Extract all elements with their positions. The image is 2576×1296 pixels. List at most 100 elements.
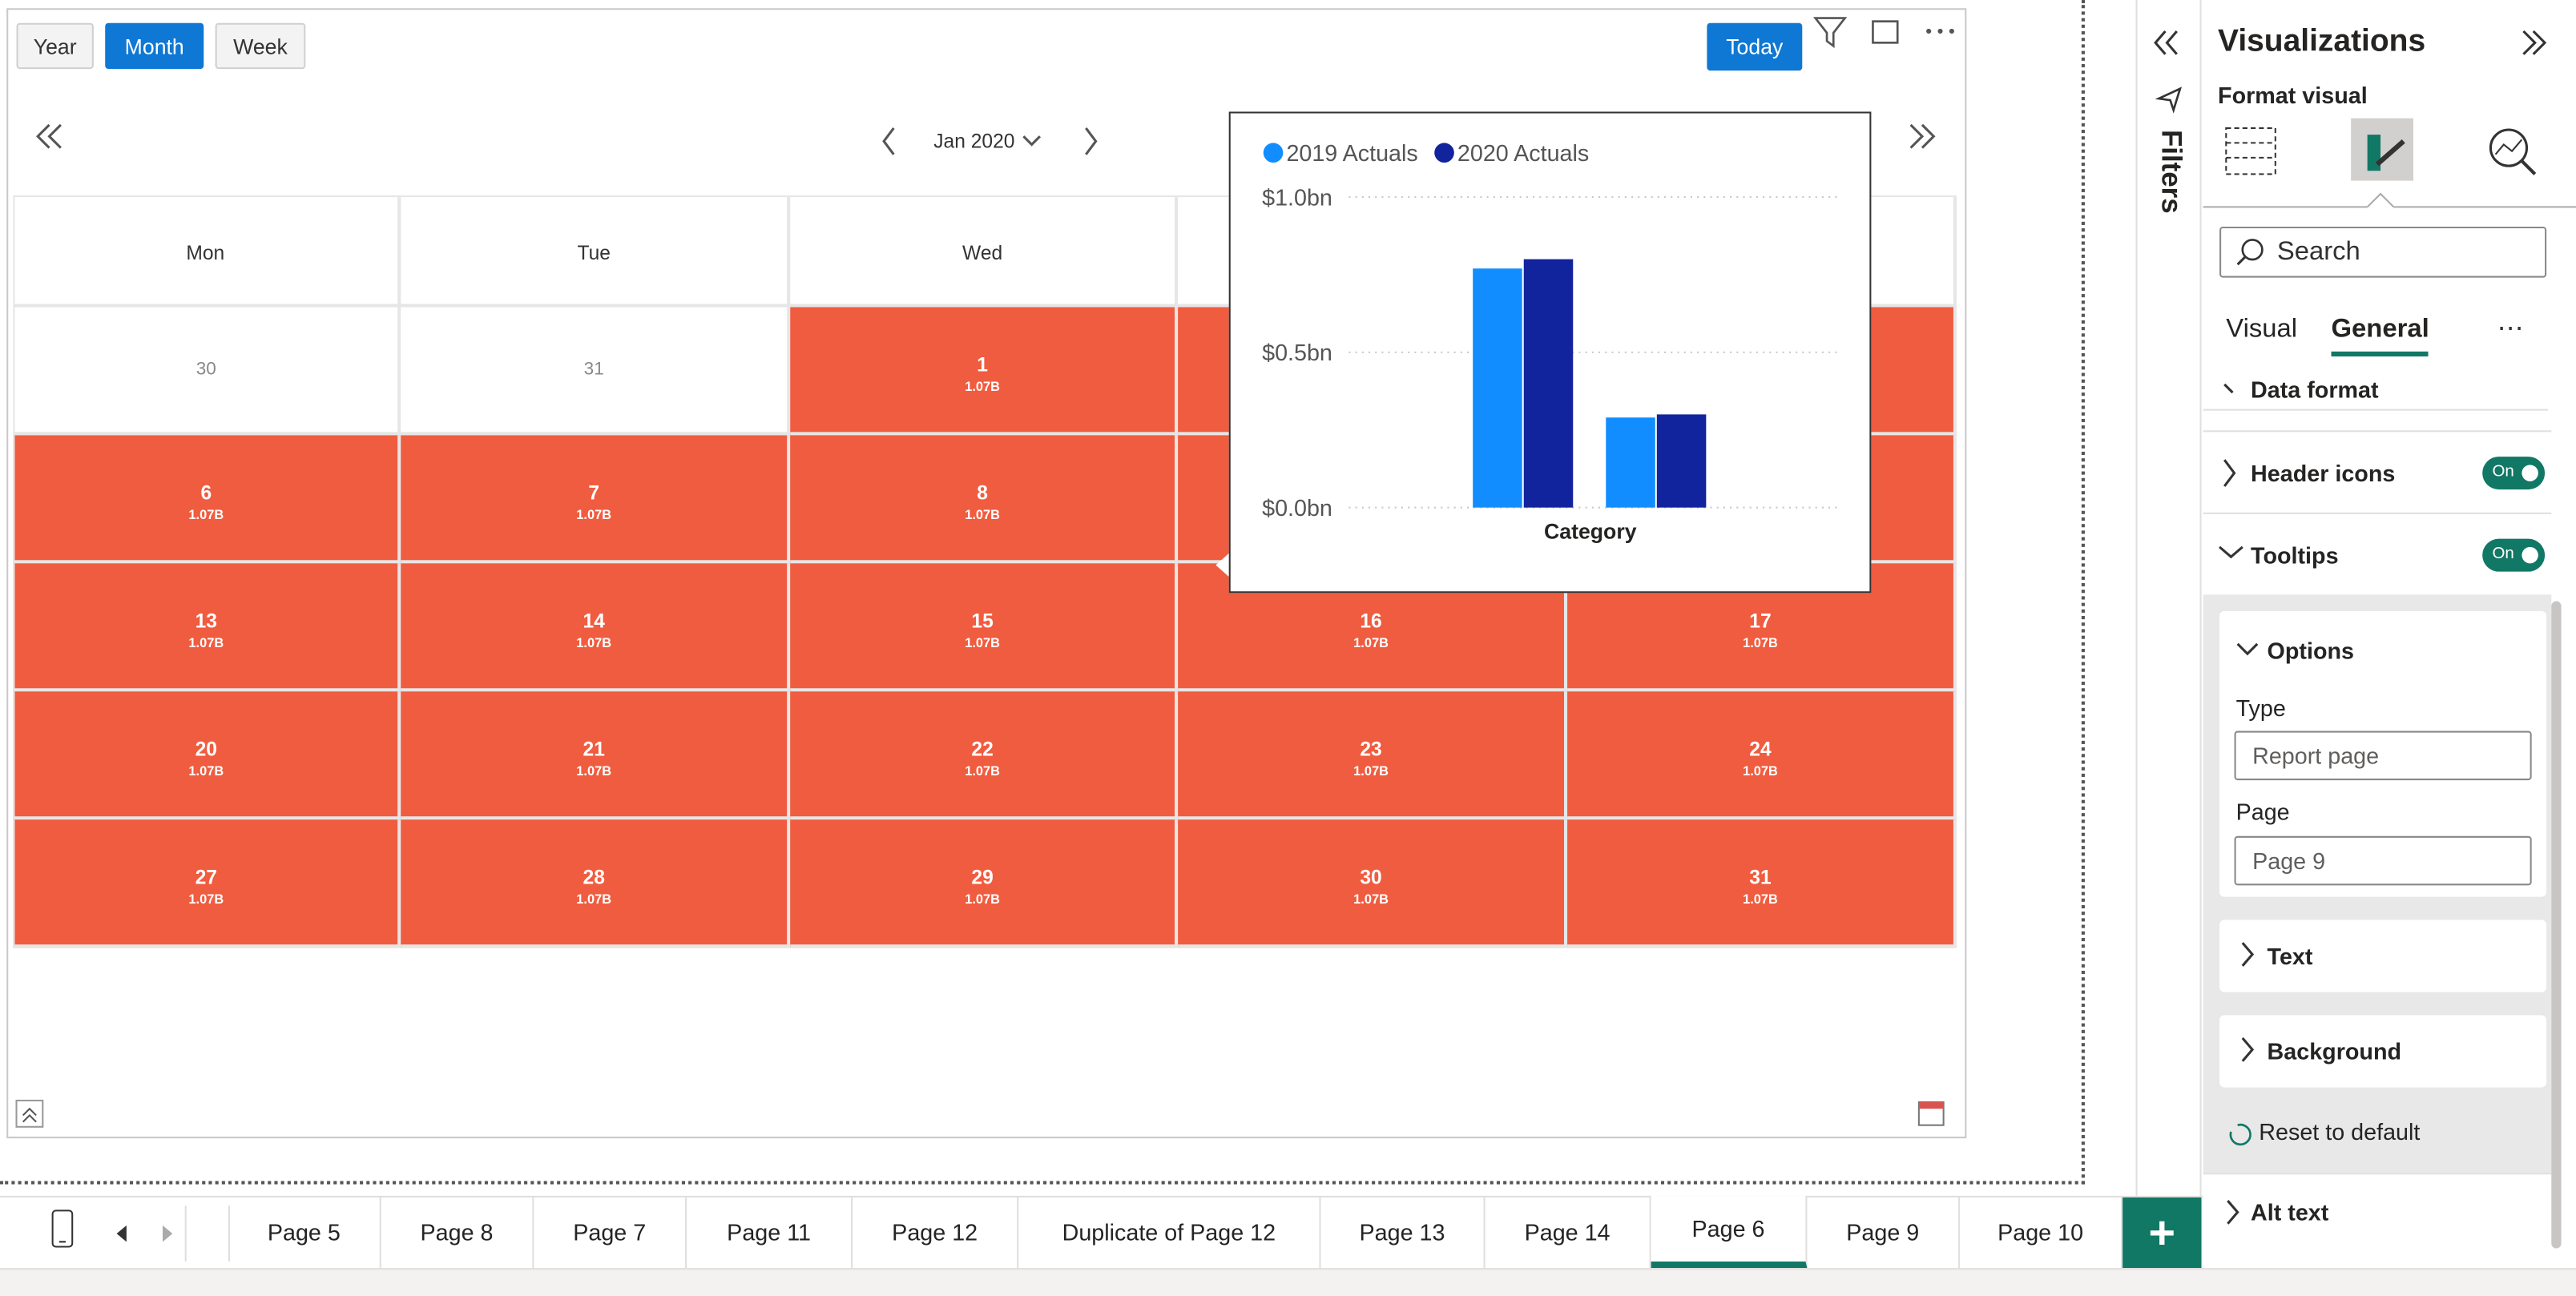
day-cell[interactable]: 21 1.07B	[401, 691, 791, 820]
general-tab[interactable]: General	[2331, 315, 2429, 344]
collapse-pane[interactable]	[2517, 26, 2550, 59]
day-cell[interactable]: 30	[13, 307, 401, 436]
filters-icons[interactable]	[2149, 23, 2191, 122]
day-value: 1.07B	[188, 763, 224, 779]
page-tab[interactable]: Page 7	[534, 1195, 687, 1269]
search-icon	[2236, 239, 2264, 266]
day-number: 8	[977, 481, 988, 505]
data-format-label[interactable]: Data format	[2251, 376, 2379, 403]
visual-tab[interactable]: Visual	[2226, 315, 2298, 344]
type-dropdown[interactable]	[2234, 731, 2532, 781]
format-icons[interactable]	[2203, 115, 2576, 211]
y-tick-label: $0.0bn	[1262, 496, 1332, 521]
text-card[interactable]	[2219, 920, 2547, 992]
day-value: 1.07B	[965, 379, 1001, 395]
weekday-header: Mon	[13, 197, 401, 308]
page-tab[interactable]: Page 11	[687, 1195, 853, 1269]
navigation-arrows[interactable]	[0, 115, 1965, 165]
scrollbar[interactable]	[2551, 601, 2562, 1249]
footer-icons[interactable]	[13, 1097, 1961, 1133]
month-button[interactable]: Month	[105, 22, 204, 70]
day-number: 14	[583, 609, 605, 633]
day-cell[interactable]: 30 1.07B	[1178, 819, 1568, 948]
calendar-header-row	[13, 195, 1957, 308]
day-cell[interactable]: 20 1.07B	[13, 691, 401, 820]
day-cell[interactable]: 27 1.07B	[13, 819, 401, 948]
header-icons-label[interactable]: Header icons	[2251, 460, 2396, 487]
pane-subtitle: Format visual	[2218, 82, 2368, 109]
add-page[interactable]: +	[2122, 1197, 2202, 1269]
options-label[interactable]: Options	[2267, 637, 2354, 664]
legend-marker	[1434, 143, 1454, 163]
alt-text-label[interactable]: Alt text	[2251, 1199, 2329, 1226]
day-cell[interactable]: 23 1.07B	[1178, 691, 1568, 820]
weekday-header: Tue	[401, 197, 791, 308]
day-value: 1.07B	[965, 507, 1001, 523]
page-tab[interactable]: Page 13	[1321, 1195, 1486, 1269]
day-cell[interactable]: 13 1.07B	[13, 563, 401, 692]
page-tab[interactable]: Page 5	[228, 1195, 381, 1269]
more-options[interactable]: ⋯	[2497, 315, 2524, 344]
search-box[interactable]	[2219, 226, 2547, 278]
options-card	[2219, 610, 2547, 897]
page-tab[interactable]: Page 12	[853, 1195, 1019, 1269]
text-label[interactable]: Text	[2267, 943, 2313, 969]
search-placeholder: Search	[2276, 238, 2360, 267]
page-tab[interactable]: Duplicate of Page 12	[1018, 1195, 1321, 1269]
day-value: 1.07B	[965, 635, 1001, 651]
data-format-row[interactable]	[2203, 371, 2549, 411]
day-value: 1.07B	[1743, 892, 1778, 907]
day-value: 1.07B	[1743, 763, 1778, 779]
page-dropdown[interactable]	[2234, 835, 2532, 886]
y-tick-label: $0.5bn	[1262, 340, 1332, 366]
day-cell[interactable]: 7 1.07B	[401, 435, 791, 564]
day-cell[interactable]: 28 1.07B	[401, 819, 791, 948]
header-icons-toggle[interactable]: On	[2482, 457, 2546, 490]
visual-header-icons[interactable]	[1807, 13, 1963, 52]
tooltip-chart: $0.0bn $0.5bn $1.0bn 2019 Actuals 2020 Actua…	[1262, 141, 1839, 544]
type-value: Report page	[2252, 742, 2380, 769]
day-cell[interactable]: 14 1.07B	[401, 563, 791, 692]
day-number: 15	[971, 609, 994, 633]
tooltips-toggle[interactable]: On	[2482, 538, 2546, 572]
weekday-label: Tue	[577, 241, 611, 265]
bar	[1523, 259, 1574, 508]
day-cell[interactable]: 31 1.07B	[1567, 819, 1957, 948]
day-value: 1.07B	[188, 507, 224, 523]
filters-label[interactable]: Filters	[2155, 130, 2187, 214]
page-tab[interactable]: Page 10	[1960, 1195, 2123, 1269]
separator	[2203, 430, 2552, 433]
page-tab[interactable]: Page 9	[1807, 1195, 1961, 1269]
background-label[interactable]: Background	[2267, 1038, 2402, 1065]
page-label: Page	[2235, 798, 2290, 825]
day-value: 1.07B	[965, 763, 1001, 779]
reset-label[interactable]: Reset to default	[2259, 1118, 2421, 1145]
day-cell[interactable]: 15 1.07B	[790, 563, 1179, 692]
day-cell[interactable]: 1 1.07B	[790, 307, 1179, 436]
tab-nav[interactable]	[0, 1196, 230, 1268]
tooltip: $0.0bn $0.5bn $1.0bn 2019 Actuals 2020 Actua…	[1228, 111, 1872, 594]
background-card[interactable]	[2219, 1015, 2547, 1088]
tooltips-label[interactable]: Tooltips	[2251, 541, 2339, 569]
week-button[interactable]: Week	[215, 22, 306, 70]
day-cell[interactable]: 8 1.07B	[790, 435, 1179, 564]
toggle-knob	[2522, 465, 2538, 481]
day-cell[interactable]: 29 1.07B	[790, 819, 1179, 948]
day-cell[interactable]: 22 1.07B	[790, 691, 1179, 820]
day-cell[interactable]: 6 1.07B	[13, 435, 401, 564]
page-value: Page 9	[2252, 847, 2326, 874]
today-button[interactable]: Today	[1707, 22, 1803, 71]
page-tab[interactable]: Page 8	[381, 1195, 534, 1269]
year-button[interactable]: Year	[16, 22, 94, 70]
day-value: 1.07B	[1353, 635, 1389, 651]
day-number: 24	[1749, 737, 1772, 761]
page-tab[interactable]: Page 14	[1486, 1195, 1651, 1269]
day-cell[interactable]: 31	[401, 307, 791, 436]
day-number: 27	[195, 865, 218, 889]
day-cell[interactable]: 24 1.07B	[1567, 691, 1957, 820]
page-tab[interactable]: Page 6	[1651, 1195, 1808, 1269]
filters-strip	[2135, 0, 2202, 1269]
period-label[interactable]: Jan 2020	[933, 130, 1015, 153]
bar	[1606, 417, 1655, 508]
